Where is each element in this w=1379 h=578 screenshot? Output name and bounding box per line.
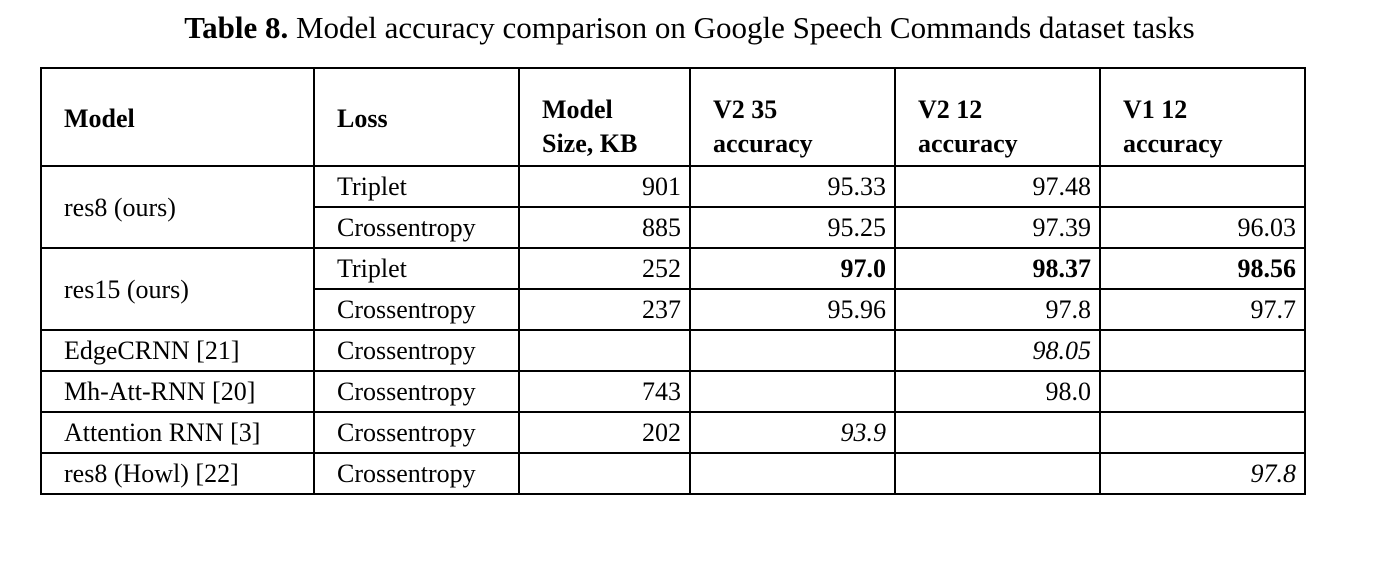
v2-12-cell: 97.8 [894,288,1101,331]
loss-cell: Triplet [313,247,520,290]
v2-35-cell: 95.33 [689,165,896,208]
header-loss: Loss [313,67,520,167]
caption-label: Table 8. [184,10,289,45]
v2-12-cell: 97.48 [894,165,1101,208]
size-cell: 885 [518,206,691,249]
v2-35-cell [689,329,896,372]
header-model-size-line1: Model [542,95,613,124]
header-v1-12-line2: accuracy [1123,129,1223,158]
header-v2-35-accuracy: V2 35 accuracy [689,67,896,167]
table-row: Crossentropy 237 95.96 97.8 97.7 [41,288,1306,331]
loss-cell: Triplet [313,165,520,208]
header-v2-12-line1: V2 12 [918,95,983,124]
loss-cell: Crossentropy [313,452,520,495]
model-cell: Mh-Att-RNN [20] [40,370,315,413]
v2-35-cell: 95.25 [689,206,896,249]
v1-12-cell [1099,165,1306,208]
table-row: res8 (Howl) [22] Crossentropy 97.8 [40,452,1306,495]
header-v2-12-line2: accuracy [918,129,1018,158]
size-cell: 743 [518,370,691,413]
v2-12-cell: 97.39 [894,206,1101,249]
loss-cell: Crossentropy [313,288,520,331]
header-v2-35-line2: accuracy [713,129,813,158]
table-caption: Table 8. Model accuracy comparison on Go… [0,6,1379,50]
accuracy-table: Model Loss Model Size, KB V2 35 accuracy V… [40,67,1306,495]
header-v1-12-line1: V1 12 [1123,95,1188,124]
header-model: Model [40,67,315,167]
table-row: EdgeCRNN [21] Crossentropy 98.05 [40,329,1306,372]
loss-cell: Crossentropy [313,370,520,413]
v2-12-cell [894,411,1101,454]
caption-text: Model accuracy comparison on Google Spee… [288,10,1195,45]
header-model-size: Model Size, KB [518,67,691,167]
size-cell [518,329,691,372]
model-cell: Attention RNN [3] [40,411,315,454]
v2-35-cell: 97.0 [689,247,896,290]
loss-cell: Crossentropy [313,411,520,454]
size-cell: 202 [518,411,691,454]
header-row: Model Loss Model Size, KB V2 35 accuracy V… [40,67,1306,167]
v2-12-cell: 98.0 [894,370,1101,413]
model-cell: res15 (ours) [40,247,315,331]
size-cell: 252 [518,247,691,290]
v1-12-cell [1099,329,1306,372]
v1-12-cell [1099,411,1306,454]
v2-12-cell: 98.05 [894,329,1101,372]
header-v1-12-accuracy: V1 12 accuracy [1099,67,1306,167]
header-v2-35-line1: V2 35 [713,95,778,124]
table-row: res15 (ours) Triplet 252 97.0 98.37 98.5… [40,247,1306,331]
header-model-size-line2: Size, KB [542,129,638,158]
size-cell: 901 [518,165,691,208]
v2-35-cell [689,370,896,413]
table-row: Crossentropy 885 95.25 97.39 96.03 [41,206,1306,249]
size-cell: 237 [518,288,691,331]
v1-12-cell: 97.7 [1099,288,1306,331]
table-row: res8 (ours) Triplet 901 95.33 97.48 [40,165,1306,249]
loss-cell: Crossentropy [313,206,520,249]
v2-12-cell: 98.37 [894,247,1101,290]
v2-35-cell: 93.9 [689,411,896,454]
v1-12-cell: 98.56 [1099,247,1306,290]
table-row: Mh-Att-RNN [20] Crossentropy 743 98.0 [40,370,1306,413]
model-cell: EdgeCRNN [21] [40,329,315,372]
size-cell [518,452,691,495]
model-cell: res8 (Howl) [22] [40,452,315,495]
v1-12-cell: 97.8 [1099,452,1306,495]
v1-12-cell [1099,370,1306,413]
v1-12-cell: 96.03 [1099,206,1306,249]
v2-12-cell [894,452,1101,495]
loss-cell: Crossentropy [313,329,520,372]
model-cell: res8 (ours) [40,165,315,249]
table-row: Attention RNN [3] Crossentropy 202 93.9 [40,411,1306,454]
v2-35-cell: 95.96 [689,288,896,331]
v2-35-cell [689,452,896,495]
header-v2-12-accuracy: V2 12 accuracy [894,67,1101,167]
